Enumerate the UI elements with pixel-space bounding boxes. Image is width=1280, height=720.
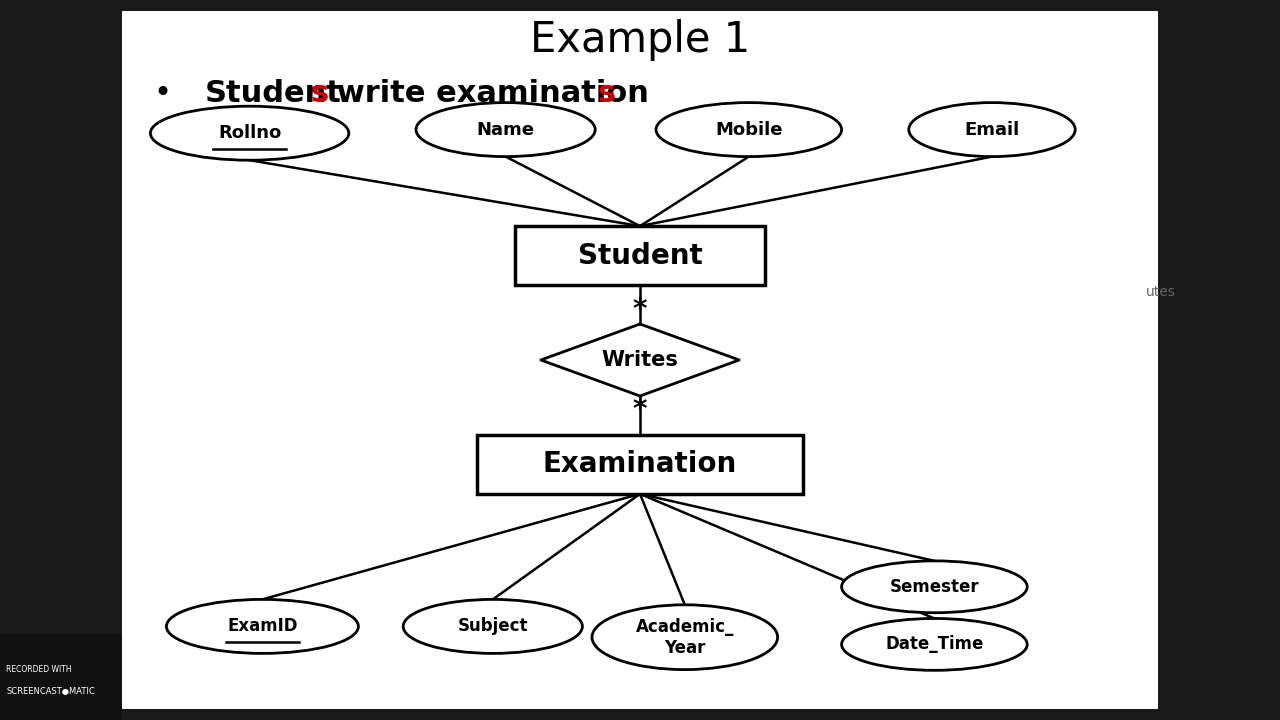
Text: SCREENCAST●MATIC: SCREENCAST●MATIC [6, 687, 95, 696]
Text: *: * [632, 397, 648, 424]
Ellipse shape [842, 618, 1028, 670]
Text: Name: Name [476, 120, 535, 138]
Text: Examination: Examination [543, 451, 737, 478]
Text: •: • [154, 79, 172, 108]
FancyBboxPatch shape [515, 226, 765, 285]
Text: write examination: write examination [325, 79, 649, 108]
Text: Date_Time: Date_Time [886, 636, 983, 654]
Text: Semester: Semester [890, 577, 979, 596]
Text: Writes: Writes [602, 350, 678, 370]
FancyBboxPatch shape [0, 634, 122, 720]
Text: Student: Student [205, 79, 342, 108]
Text: Mobile: Mobile [716, 120, 782, 138]
Text: RECORDED WITH: RECORDED WITH [6, 665, 72, 674]
Ellipse shape [166, 599, 358, 654]
Text: ExamID: ExamID [227, 617, 298, 635]
Text: Academic_
Year: Academic_ Year [636, 618, 733, 657]
Text: utes: utes [1146, 284, 1175, 299]
Text: Student: Student [577, 242, 703, 269]
Ellipse shape [416, 102, 595, 157]
Text: Example 1: Example 1 [530, 19, 750, 60]
Ellipse shape [657, 102, 842, 157]
Ellipse shape [403, 599, 582, 654]
FancyBboxPatch shape [122, 11, 1158, 709]
Polygon shape [540, 324, 740, 396]
Text: Email: Email [964, 120, 1020, 138]
Ellipse shape [151, 107, 348, 161]
Text: *: * [632, 296, 648, 323]
Text: s: s [311, 79, 329, 108]
Text: Subject: Subject [457, 617, 529, 635]
Text: Rollno: Rollno [218, 124, 282, 143]
Ellipse shape [593, 605, 778, 670]
Text: s: s [598, 79, 616, 108]
Ellipse shape [842, 561, 1028, 613]
FancyBboxPatch shape [477, 435, 804, 494]
Ellipse shape [909, 102, 1075, 157]
